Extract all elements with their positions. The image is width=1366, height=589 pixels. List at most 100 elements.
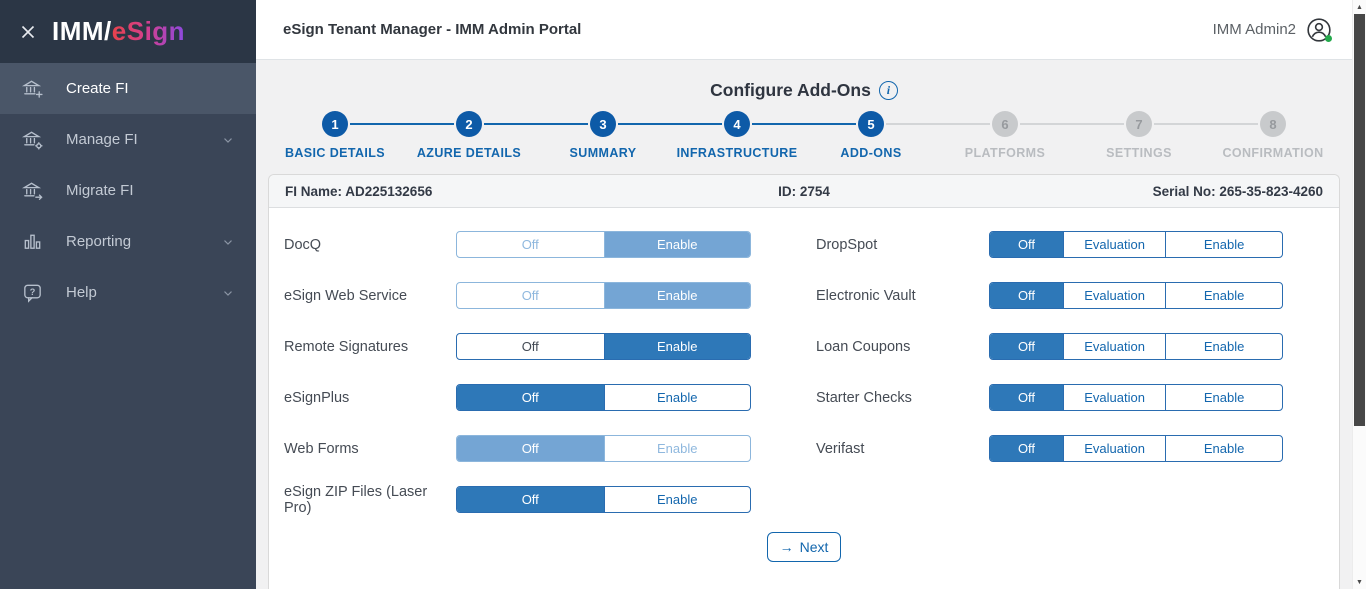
toggle-loan-coupons-option-off[interactable]: Off: [990, 334, 1063, 359]
toggle-web-forms-option-enable[interactable]: Enable: [603, 436, 751, 461]
addon-label: Verifast: [816, 440, 865, 457]
toggle-esignplus-option-off[interactable]: Off: [457, 385, 604, 410]
toggle-web-forms: Off Enable: [456, 435, 751, 462]
step-connector: [618, 123, 722, 125]
toggle-dropspot-option-evaluation[interactable]: Evaluation: [1063, 232, 1165, 257]
scrollbar-thumb[interactable]: [1354, 14, 1365, 426]
addon-row-remote-signatures: Remote Signatures Off Enable: [284, 321, 751, 372]
addon-label: DropSpot: [816, 236, 878, 253]
sidebar-item-manage-fi[interactable]: Manage FI: [0, 114, 256, 165]
toggle-dropspot-option-enable[interactable]: Enable: [1165, 232, 1282, 257]
step-label: BASIC DETAILS: [284, 146, 386, 160]
scrollbar-down-arrow[interactable]: ▼: [1356, 578, 1363, 586]
toggle-starter-checks-option-enable[interactable]: Enable: [1165, 385, 1282, 410]
step-azure-details[interactable]: 2 AZURE DETAILS: [350, 110, 536, 160]
toggle-verifast-option-enable[interactable]: Enable: [1165, 436, 1282, 461]
step-label: ADD-ONS: [840, 146, 902, 160]
sidebar-item-help[interactable]: ? Help: [0, 267, 256, 318]
addon-label: Loan Coupons: [816, 338, 911, 355]
sidebar-item-label: Create FI: [66, 80, 129, 97]
chevron-down-icon: [220, 133, 236, 147]
step-label: SUMMARY: [569, 146, 637, 160]
addon-row-dropspot: DropSpot Off Evaluation Enable: [816, 219, 1283, 270]
step-infrastructure[interactable]: 4 INFRASTRUCTURE: [618, 110, 804, 160]
arrow-right-icon: →: [779, 539, 794, 555]
info-glyph: i: [886, 83, 891, 97]
addon-label: Starter Checks: [816, 389, 912, 406]
toggle-remote-signatures-option-off[interactable]: Off: [521, 339, 539, 354]
next-button-label: Next: [799, 539, 829, 555]
bar-chart-icon: [20, 230, 44, 254]
toggle-esign-web-service-option-enable[interactable]: Enable: [603, 283, 750, 308]
toggle-electronic-vault-option-evaluation[interactable]: Evaluation: [1063, 283, 1165, 308]
sidebar-item-label: Reporting: [66, 233, 132, 250]
online-status-dot: [1325, 34, 1332, 42]
step-number: 3: [590, 111, 616, 137]
sidebar-nav: Create FI Manage FI Migrate FI Reporting…: [0, 63, 256, 318]
sidebar-item-create-fi[interactable]: Create FI: [0, 63, 256, 114]
sidebar-item-label: Manage FI: [66, 131, 138, 148]
step-connector: [484, 123, 588, 125]
sidebar-item-migrate-fi[interactable]: Migrate FI: [0, 165, 256, 216]
step-connector: [752, 123, 856, 125]
sidebar-item-reporting[interactable]: Reporting: [0, 216, 256, 267]
step-basic-details[interactable]: 1 BASIC DETAILS: [268, 110, 402, 160]
step-confirmation[interactable]: 8 CONFIRMATION: [1154, 110, 1340, 160]
fi-serial: Serial No: 265-35-823-4260: [1152, 183, 1323, 199]
scrollbar-up-arrow[interactable]: ▲: [1356, 3, 1363, 11]
info-icon[interactable]: i: [878, 81, 898, 100]
scrollbar[interactable]: ▲ ▼: [1352, 0, 1366, 589]
toggle-esignplus: Off Enable: [456, 384, 751, 411]
next-button[interactable]: → Next: [766, 532, 842, 562]
toggle-starter-checks: Off Evaluation Enable: [989, 384, 1283, 411]
step-number: 6: [992, 111, 1018, 137]
toggle-loan-coupons-option-enable[interactable]: Enable: [1165, 334, 1282, 359]
user-avatar-icon[interactable]: [1306, 17, 1332, 43]
fi-info-bar: FI Name: AD225132656 ID: 2754 Serial No:…: [269, 175, 1339, 208]
toggle-dropspot-option-off[interactable]: Off: [990, 232, 1063, 257]
addon-row-docq: DocQ Off Enable: [284, 219, 751, 270]
close-icon[interactable]: [18, 22, 38, 42]
step-platforms[interactable]: 6 PLATFORMS: [886, 110, 1072, 160]
toggle-esign-web-service-option-off[interactable]: Off: [521, 288, 539, 303]
toggle-loan-coupons-option-evaluation[interactable]: Evaluation: [1063, 334, 1165, 359]
toggle-verifast-option-off[interactable]: Off: [990, 436, 1063, 461]
toggle-esign-web-service: Off Enable: [456, 282, 751, 309]
toggle-starter-checks-option-off[interactable]: Off: [990, 385, 1063, 410]
addon-label: DocQ: [284, 236, 322, 253]
logo-imm: IMM/: [52, 16, 112, 46]
toggle-docq-option-enable[interactable]: Enable: [603, 232, 750, 257]
addons-panel: FI Name: AD225132656 ID: 2754 Serial No:…: [268, 174, 1340, 589]
step-number: 7: [1126, 111, 1152, 137]
step-number: 4: [724, 111, 750, 137]
toggle-electronic-vault-option-off[interactable]: Off: [990, 283, 1063, 308]
addon-row-loan-coupons: Loan Coupons Off Evaluation Enable: [816, 321, 1283, 372]
toggle-electronic-vault-option-enable[interactable]: Enable: [1165, 283, 1282, 308]
toggle-remote-signatures-option-enable[interactable]: Enable: [603, 334, 750, 359]
addon-row-starter-checks: Starter Checks Off Evaluation Enable: [816, 372, 1283, 423]
user-menu[interactable]: IMM Admin2: [1213, 17, 1332, 43]
toggle-verifast-option-evaluation[interactable]: Evaluation: [1063, 436, 1165, 461]
toggle-esign-zip-files-laser-pro-option-off[interactable]: Off: [457, 487, 604, 512]
step-settings[interactable]: 7 SETTINGS: [1020, 110, 1206, 160]
bank-arrow-icon: [20, 179, 44, 203]
toggle-esign-zip-files-laser-pro-option-enable[interactable]: Enable: [603, 487, 751, 512]
toggle-docq: Off Enable: [456, 231, 751, 258]
step-add-ons[interactable]: 5 ADD-ONS: [752, 110, 938, 160]
toggle-starter-checks-option-evaluation[interactable]: Evaluation: [1063, 385, 1165, 410]
content-area: eSign Tenant Manager - IMM Admin Portal …: [256, 0, 1352, 589]
step-connector: [1020, 123, 1124, 125]
toggle-docq-option-off[interactable]: Off: [521, 237, 539, 252]
sidebar: IMM/eSign Create FI Manage FI Migrate FI…: [0, 0, 256, 589]
step-summary[interactable]: 3 SUMMARY: [484, 110, 670, 160]
sidebar-header: IMM/eSign: [0, 0, 256, 63]
toggle-web-forms-option-off[interactable]: Off: [457, 436, 604, 461]
addon-row-esign-web-service: eSign Web Service Off Enable: [284, 270, 751, 321]
stepper: 1 BASIC DETAILS 2 AZURE DETAILS 3 SUMMARY 4 INF…: [268, 110, 1340, 160]
main-area: Configure Add-Ons i 1 BASIC DETAILS 2 AZURE…: [256, 60, 1352, 589]
toggle-electronic-vault: Off Evaluation Enable: [989, 282, 1283, 309]
top-header: eSign Tenant Manager - IMM Admin Portal …: [256, 0, 1352, 60]
toggle-esignplus-option-enable[interactable]: Enable: [603, 385, 751, 410]
user-name: IMM Admin2: [1212, 21, 1296, 38]
step-number: 5: [858, 111, 884, 137]
